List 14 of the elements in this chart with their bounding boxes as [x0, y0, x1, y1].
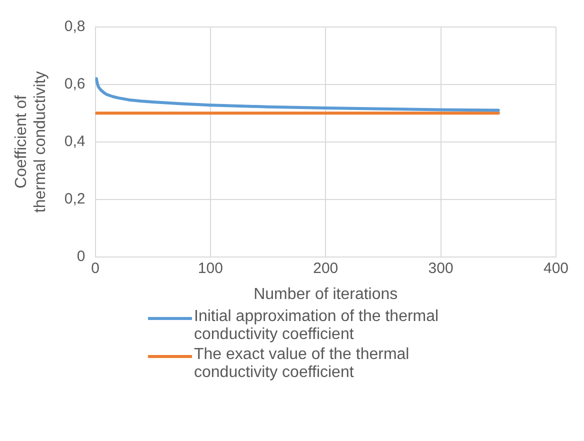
- y-tick-label: 0,8: [64, 18, 86, 36]
- y-tick-label: 0,4: [64, 133, 86, 150]
- y-tick-label: 0,2: [64, 190, 86, 208]
- x-axis-title: Number of iterations: [254, 286, 398, 303]
- x-tick-label: 400: [543, 260, 569, 277]
- y-axis-title: Coefficient of thermal conductivity: [13, 71, 50, 213]
- y-tick-label: 0,6: [64, 76, 86, 93]
- y-tick-label: 0: [76, 248, 86, 265]
- x-tick-label: 300: [428, 260, 454, 277]
- legend-label: Initial approximation of the thermal conductivity coefficient: [194, 308, 440, 344]
- x-tick-label: 0: [91, 260, 100, 277]
- x-tick-label: 200: [313, 260, 338, 277]
- legend-label: The exact value of the thermal conductivity coefficient: [194, 346, 410, 382]
- x-tick-label: 100: [198, 260, 223, 277]
